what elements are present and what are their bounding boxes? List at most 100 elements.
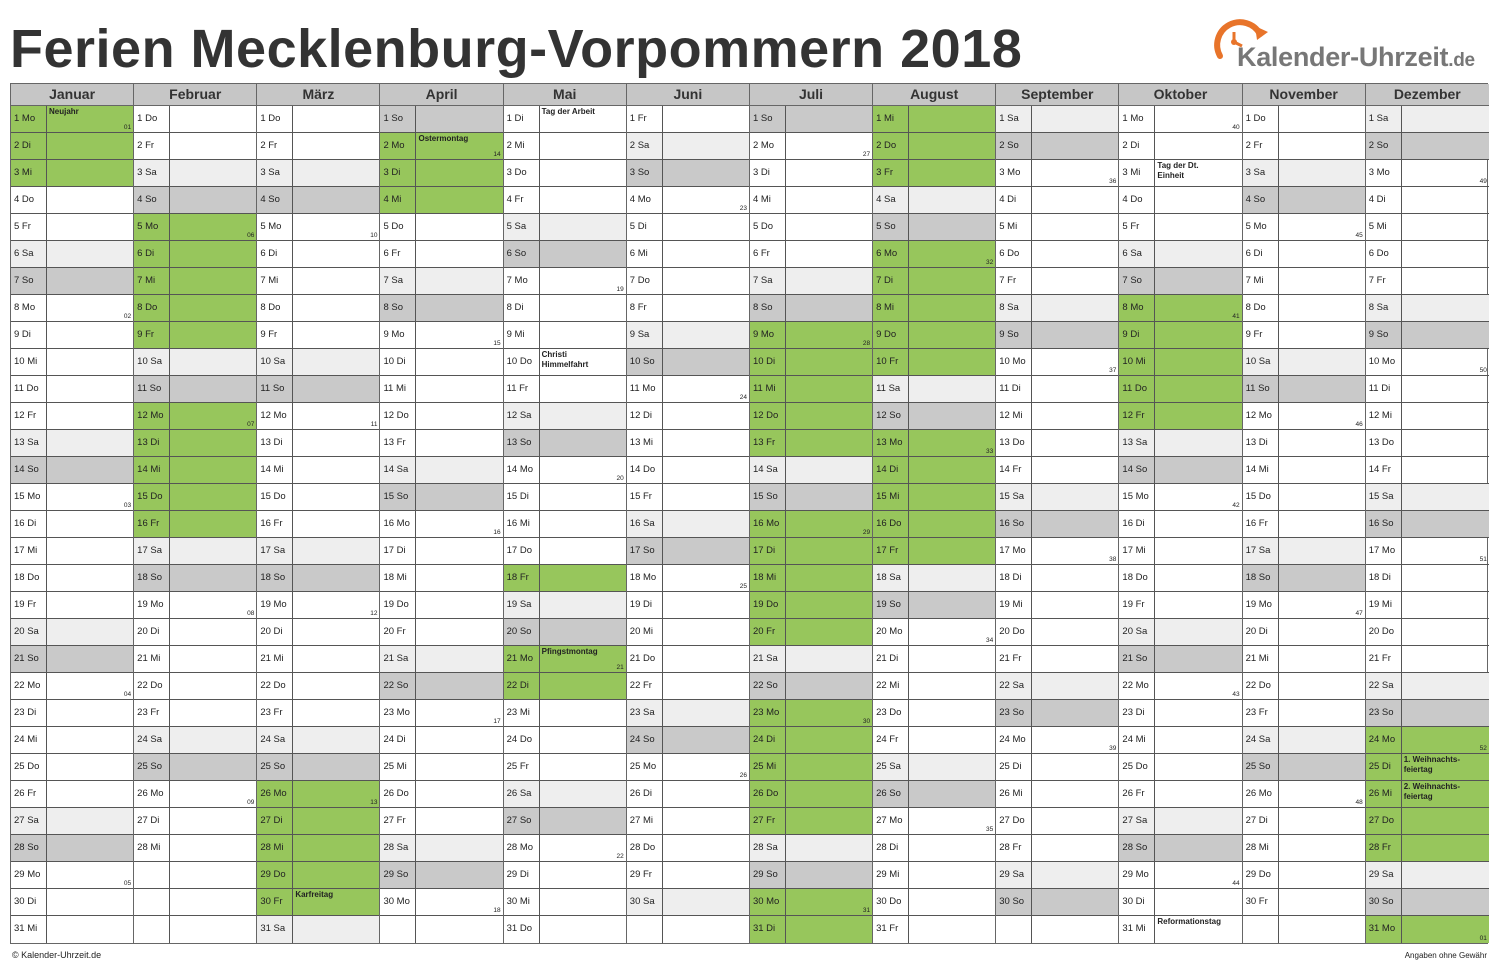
holiday-name: 2. Weihnachts- feiertag (1403, 782, 1461, 801)
day-note (663, 214, 749, 240)
day-cell: 23 Mo 17 (380, 700, 503, 727)
day-label: 2 Mo (380, 133, 417, 159)
day-note: 31 (785, 889, 873, 915)
day-label: 17 So (626, 538, 663, 564)
day-label: 5 Di (627, 214, 663, 240)
day-label: 26 Mo (257, 781, 294, 807)
day-label: 4 Mi (750, 187, 786, 213)
day-note (540, 322, 626, 348)
day-note (662, 700, 749, 726)
day-note (416, 430, 502, 456)
month-column: Februar 1 Do 2 Fr 3 Sa 4 So 5 Mo 06 6 Di 7 Mi 8 D… (134, 84, 258, 943)
week-number: 21 (616, 664, 624, 671)
day-label: 25 Mi (749, 754, 786, 780)
day-note (47, 619, 134, 645)
day-note (1279, 430, 1365, 456)
day-label: 29 Sa (996, 862, 1033, 888)
day-label: 5 So (873, 214, 910, 240)
day-note (1155, 322, 1242, 348)
day-note (540, 133, 626, 159)
day-cell: 1 Fr (626, 106, 749, 133)
day-note (540, 700, 626, 726)
day-cell: 19 Do (749, 592, 873, 619)
day-note (909, 862, 995, 888)
day-label: 17 Di (380, 538, 417, 564)
day-label: 25 So (1242, 754, 1279, 780)
day-label: 7 Sa (749, 268, 786, 294)
day-cell: 17 Di (749, 538, 873, 565)
day-label: 21 So (1119, 646, 1156, 672)
day-note (1401, 673, 1489, 699)
day-label: 26 Mo (1243, 781, 1279, 807)
day-note: 23 (663, 187, 749, 213)
day-cell: 15 Do (1242, 484, 1365, 511)
day-note (47, 376, 133, 402)
day-cell: 1 So (380, 106, 503, 133)
day-label: 8 So (749, 295, 786, 321)
week-number: 05 (123, 880, 132, 887)
day-label: 23 Sa (626, 700, 663, 726)
week-number: 29 (862, 529, 871, 536)
day-cell: 13 Mi (626, 430, 749, 457)
day-label: 30 Sa (626, 889, 663, 915)
day-note (909, 538, 996, 564)
day-cell: 16 Mo 16 (380, 511, 503, 538)
week-number: 41 (1232, 313, 1240, 320)
empty-cell (134, 889, 257, 916)
day-cell: 27 Mi (626, 808, 749, 835)
day-note (785, 538, 873, 564)
week-number: 17 (493, 718, 501, 725)
day-note (1401, 835, 1489, 861)
week-number: 34 (986, 637, 994, 644)
day-cell: 25 Mo 26 (626, 754, 749, 781)
day-label: 11 Do (11, 376, 47, 402)
day-note (785, 106, 873, 132)
day-cell: 19 Di (626, 592, 749, 619)
day-label: 5 Mo (257, 214, 294, 240)
day-label: 2 Fr (257, 133, 294, 159)
day-cell: 5 Mo 45 (1242, 214, 1365, 241)
day-cell: 24 Mi (11, 727, 134, 754)
week-number: 40 (1232, 124, 1240, 131)
day-cell: 3 Mo 49 (1365, 160, 1489, 187)
day-cell: 10 Mo 37 (996, 349, 1119, 376)
day-label: 15 Fr (627, 484, 663, 510)
day-note (663, 106, 749, 132)
day-note (540, 187, 626, 213)
day-note (170, 484, 257, 510)
day-note (1402, 214, 1489, 240)
day-note: 12 (293, 592, 379, 618)
day-cell: 24 Di (380, 727, 503, 754)
day-cell: 9 Sa (626, 322, 749, 349)
day-label: 24 Sa (1242, 727, 1279, 753)
day-note (47, 565, 133, 591)
day-note (1155, 754, 1241, 780)
day-cell: 6 Mi (626, 241, 749, 268)
day-note (1032, 106, 1119, 132)
day-note (293, 349, 380, 375)
day-note: 38 (1032, 538, 1118, 564)
day-note (293, 295, 379, 321)
day-cell: 14 Fr (996, 457, 1119, 484)
day-label: 25 Do (1119, 754, 1156, 780)
day-label: 10 Do (504, 349, 540, 375)
day-cell: 16 Di (11, 511, 134, 538)
day-note (1279, 619, 1365, 645)
logo[interactable]: Kalender-Uhrzeit.de (1208, 12, 1492, 76)
day-note: 34 (909, 619, 995, 645)
day-note (416, 376, 502, 402)
day-label: 10 Mo (1366, 349, 1402, 375)
day-note (662, 538, 749, 564)
day-label: 19 Fr (1119, 592, 1156, 618)
day-cell: 4 Di (996, 187, 1119, 214)
footer-copyright[interactable]: © Kalender-Uhrzeit.de (12, 950, 102, 960)
day-cell: 3 Fr (873, 160, 996, 187)
day-cell: 21 Mi (134, 646, 257, 673)
day-cell: 9 Mo 15 (380, 322, 503, 349)
day-note (909, 160, 996, 186)
day-note (1402, 376, 1489, 402)
day-label: 17 Mi (1119, 538, 1156, 564)
day-cell: 3 Mi (11, 160, 134, 187)
day-cell: 27 So (503, 808, 626, 835)
day-label: 9 Mo (380, 322, 417, 348)
